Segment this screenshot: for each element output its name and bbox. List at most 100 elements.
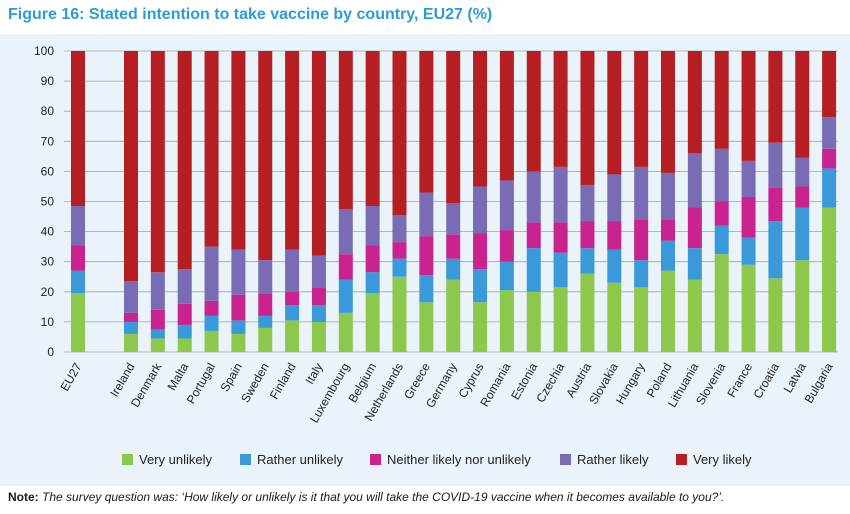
bar-segment bbox=[311, 321, 326, 352]
bar-segment bbox=[553, 252, 568, 288]
legend-item: Very unlikely bbox=[122, 452, 212, 467]
bar-segment bbox=[768, 187, 783, 222]
bar-segment bbox=[150, 309, 165, 330]
bar-segment bbox=[607, 221, 622, 250]
bar-segment bbox=[634, 219, 649, 261]
bar-segment bbox=[499, 290, 514, 352]
y-tick-label: 10 bbox=[41, 315, 55, 329]
bar-segment bbox=[768, 142, 783, 188]
bar-segment bbox=[124, 281, 138, 313]
bar-segment bbox=[258, 327, 273, 352]
bar-stack bbox=[768, 51, 783, 352]
x-tick-label: Croatia bbox=[751, 360, 783, 401]
bar-segment bbox=[714, 254, 729, 352]
bar-segment bbox=[231, 320, 246, 334]
bar-segment bbox=[687, 51, 702, 154]
legend-swatch bbox=[122, 454, 133, 465]
bar-stack bbox=[419, 51, 434, 352]
legend-swatch bbox=[560, 454, 571, 465]
bar-segment bbox=[607, 282, 622, 352]
bar-stack bbox=[741, 51, 756, 352]
bar-stack bbox=[365, 51, 380, 352]
bar-segment bbox=[71, 270, 85, 294]
bar-segment bbox=[311, 287, 326, 306]
bar-segment bbox=[124, 51, 138, 282]
bar-segment bbox=[204, 300, 219, 316]
bar-segment bbox=[285, 320, 300, 352]
bar-segment bbox=[392, 258, 407, 277]
x-tick-label: Malta bbox=[165, 360, 192, 393]
bar-segment bbox=[177, 338, 192, 352]
bar-segment bbox=[124, 333, 138, 352]
bar-segment bbox=[634, 51, 649, 167]
bar-stack bbox=[661, 51, 675, 352]
bar-segment bbox=[741, 264, 756, 352]
bar-segment bbox=[553, 287, 568, 352]
bar-segment bbox=[338, 254, 353, 280]
legend-label: Rather unlikely bbox=[257, 452, 343, 467]
bar-segment bbox=[231, 294, 246, 321]
legend-label: Very unlikely bbox=[139, 452, 212, 467]
bar-stack bbox=[473, 51, 488, 352]
y-tick-label: 70 bbox=[41, 134, 55, 148]
bar-stack bbox=[311, 51, 326, 352]
bar-stack bbox=[526, 51, 541, 352]
bar-stack bbox=[499, 51, 514, 352]
bar-segment bbox=[580, 184, 595, 222]
bar-segment bbox=[661, 240, 675, 271]
bar-segment bbox=[365, 51, 380, 207]
bar-segment bbox=[258, 293, 273, 316]
bar-segment bbox=[822, 148, 837, 169]
bar-segment bbox=[338, 51, 353, 210]
bar-segment bbox=[526, 248, 541, 292]
bar-segment bbox=[177, 324, 192, 339]
bar-stack bbox=[822, 51, 837, 352]
bar-segment bbox=[311, 51, 326, 256]
bar-segment bbox=[285, 305, 300, 321]
bar-segment bbox=[365, 272, 380, 294]
bar-segment bbox=[714, 148, 729, 202]
bar-stack bbox=[714, 51, 729, 352]
bar-segment bbox=[204, 51, 219, 247]
bar-segment bbox=[446, 203, 461, 235]
bar-stack bbox=[150, 51, 165, 352]
bar-segment bbox=[311, 255, 326, 288]
bar-segment bbox=[419, 275, 434, 303]
bar-segment bbox=[419, 192, 434, 237]
bar-segment bbox=[365, 206, 380, 246]
legend-item: Rather likely bbox=[560, 452, 649, 467]
x-tick-label: Finland bbox=[267, 361, 299, 402]
bar-segment bbox=[741, 237, 756, 265]
chart-title: Figure 16: Stated intention to take vacc… bbox=[8, 6, 493, 23]
bar-segment bbox=[499, 180, 514, 231]
bar-segment bbox=[553, 166, 568, 223]
bar-segment bbox=[365, 245, 380, 273]
bar-stack bbox=[177, 51, 192, 352]
y-tick-label: 50 bbox=[41, 195, 55, 209]
bar-segment bbox=[231, 333, 246, 352]
bar-segment bbox=[392, 276, 407, 352]
legend-label: Very likely bbox=[693, 452, 752, 467]
y-tick-label: 40 bbox=[41, 225, 55, 239]
bars bbox=[71, 51, 837, 352]
bar-segment bbox=[150, 329, 165, 339]
bar-segment bbox=[338, 279, 353, 313]
legend-swatch bbox=[240, 454, 251, 465]
bar-segment bbox=[634, 287, 649, 352]
bar-segment bbox=[580, 248, 595, 274]
bar-segment bbox=[124, 312, 138, 322]
bar-stack bbox=[795, 51, 810, 352]
bar-segment bbox=[822, 207, 837, 352]
bar-segment bbox=[795, 51, 810, 158]
x-tick-label: EU27 bbox=[57, 360, 84, 393]
bar-segment bbox=[768, 51, 783, 143]
bar-segment bbox=[714, 225, 729, 255]
bar-segment bbox=[634, 260, 649, 288]
bar-segment bbox=[687, 279, 702, 352]
bar-segment bbox=[661, 172, 675, 220]
bar-segment bbox=[499, 51, 514, 181]
bar-segment bbox=[553, 51, 568, 167]
y-tick-label: 0 bbox=[47, 345, 54, 359]
bar-segment bbox=[473, 51, 488, 187]
bar-stack bbox=[687, 51, 702, 352]
